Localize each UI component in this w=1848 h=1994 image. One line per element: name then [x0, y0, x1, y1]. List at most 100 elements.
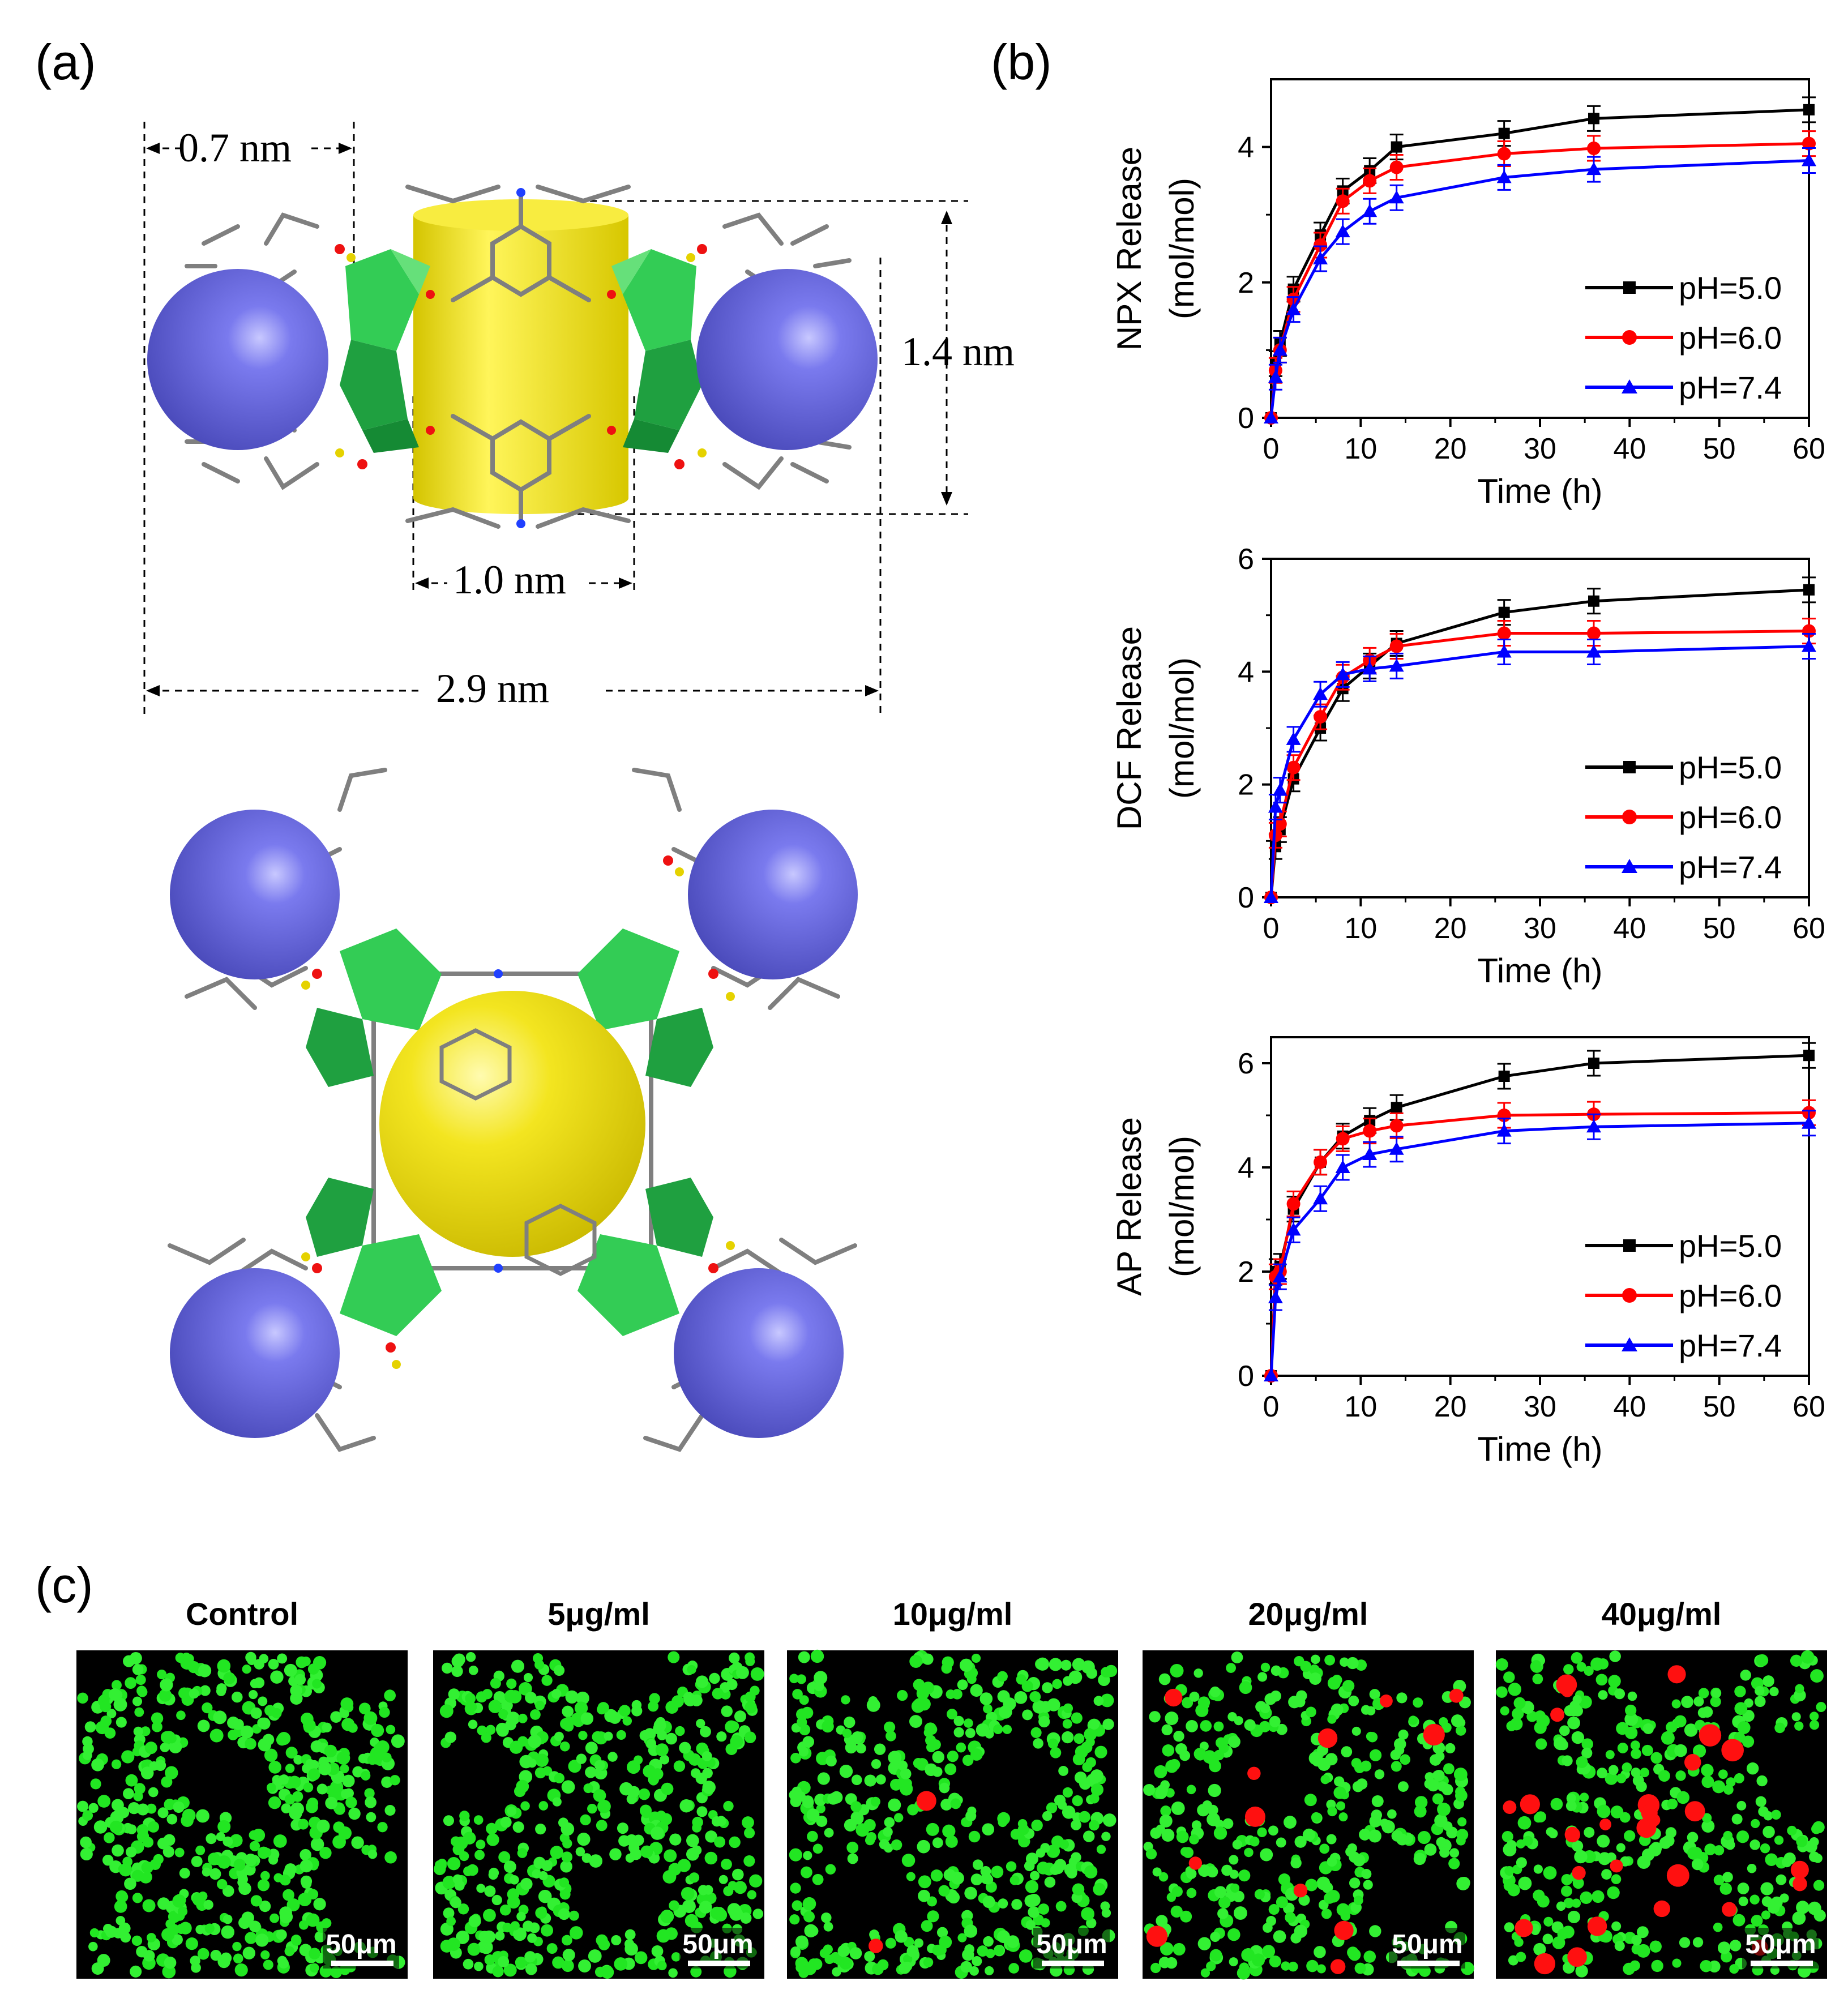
live-cell [277, 1956, 288, 1966]
live-cell [135, 1674, 146, 1685]
live-cell [580, 1814, 591, 1826]
live-cell [1096, 1845, 1106, 1854]
live-cell [1514, 1937, 1524, 1947]
live-cell [824, 1954, 835, 1965]
scale-bar-label: 50μm [326, 1929, 396, 1959]
live-cell [1731, 1813, 1743, 1825]
live-cell [283, 1889, 294, 1901]
live-cell [1070, 1673, 1081, 1684]
data-point [1335, 667, 1350, 681]
live-cell [1232, 1839, 1243, 1850]
live-cell [255, 1933, 269, 1947]
live-cell [172, 1894, 186, 1908]
live-cell [1455, 1786, 1466, 1797]
live-cell [190, 1956, 200, 1966]
live-cell [105, 1925, 118, 1938]
live-cell [1202, 1800, 1212, 1811]
panel-a-structure: (a) [35, 34, 1015, 1452]
live-cell [223, 1836, 233, 1847]
live-cell [1522, 1835, 1533, 1846]
live-cell [1649, 1940, 1662, 1953]
live-cell [1085, 1737, 1095, 1747]
live-cell [1414, 1796, 1428, 1809]
data-point [1264, 890, 1278, 903]
live-cell [1161, 1829, 1175, 1842]
live-cell [551, 1689, 562, 1699]
live-cell [588, 1949, 602, 1963]
live-cell [1228, 1735, 1240, 1748]
legend-label: pH=6.0 [1679, 320, 1782, 356]
dead-cell [1790, 1860, 1809, 1879]
live-cell [1347, 1843, 1357, 1854]
dead-cell [916, 1791, 936, 1811]
live-cell [1047, 1738, 1059, 1749]
live-cell [82, 1810, 93, 1821]
data-point [1335, 1160, 1350, 1173]
live-cell [825, 1755, 837, 1767]
live-cell [965, 1728, 976, 1738]
live-cell [1665, 1827, 1677, 1838]
live-cell [83, 1743, 94, 1755]
live-cell [1351, 1726, 1361, 1736]
live-cell [814, 1681, 824, 1692]
live-cell [238, 1916, 251, 1929]
data-point [1586, 644, 1601, 658]
live-cell [271, 1708, 282, 1718]
live-cell [279, 1874, 291, 1886]
live-cell [578, 1731, 588, 1740]
live-cell [1810, 1669, 1824, 1683]
live-cell [842, 1728, 852, 1738]
live-cell [1700, 1959, 1712, 1972]
live-cell [499, 1904, 511, 1916]
live-cell [1189, 1691, 1200, 1702]
live-cell [733, 1881, 747, 1894]
live-cell [149, 1761, 159, 1771]
live-cell [675, 1726, 685, 1736]
live-cell [233, 1859, 246, 1871]
live-cell [894, 1813, 904, 1822]
live-cell [1576, 1662, 1586, 1672]
live-cell [1284, 1816, 1297, 1829]
live-cell [242, 1946, 256, 1959]
live-cell [1561, 1874, 1573, 1885]
live-cell [198, 1664, 212, 1678]
live-cell [1631, 1748, 1641, 1759]
live-cell [459, 1851, 469, 1862]
live-cell [213, 1710, 227, 1725]
live-cell [823, 1922, 833, 1932]
live-cell [1446, 1826, 1458, 1839]
x-tick-label: 60 [1793, 1390, 1825, 1423]
live-cell [1811, 1824, 1822, 1834]
live-cell [1276, 1896, 1288, 1909]
live-cell [1559, 1725, 1570, 1736]
data-point [1314, 710, 1328, 724]
live-cell [1006, 1935, 1020, 1948]
live-cell [492, 1966, 504, 1978]
live-cell [577, 1833, 591, 1846]
live-cell [444, 1731, 456, 1743]
live-cell [351, 1836, 364, 1849]
live-cell [660, 1813, 673, 1825]
live-cell [1158, 1872, 1169, 1882]
dead-cell [1534, 1953, 1556, 1975]
live-cell [1046, 1802, 1058, 1813]
live-cell [199, 1685, 211, 1696]
live-cell [527, 1933, 537, 1943]
live-cell [1353, 1854, 1366, 1867]
live-cell [306, 1913, 320, 1927]
live-cell [743, 1855, 755, 1867]
live-cell [1226, 1663, 1236, 1673]
live-cell [340, 1764, 349, 1774]
live-cell [1165, 1711, 1179, 1726]
live-cell [384, 1851, 397, 1864]
live-cell [121, 1750, 135, 1764]
live-cell [651, 1945, 664, 1957]
live-cell [174, 1847, 185, 1858]
live-cell [1562, 1925, 1575, 1939]
live-cell [953, 1727, 964, 1738]
live-cell [574, 1701, 588, 1715]
live-cell [1746, 1762, 1759, 1775]
live-cell [1209, 1949, 1222, 1962]
live-cell [1754, 1696, 1766, 1708]
live-cell [852, 1731, 863, 1743]
